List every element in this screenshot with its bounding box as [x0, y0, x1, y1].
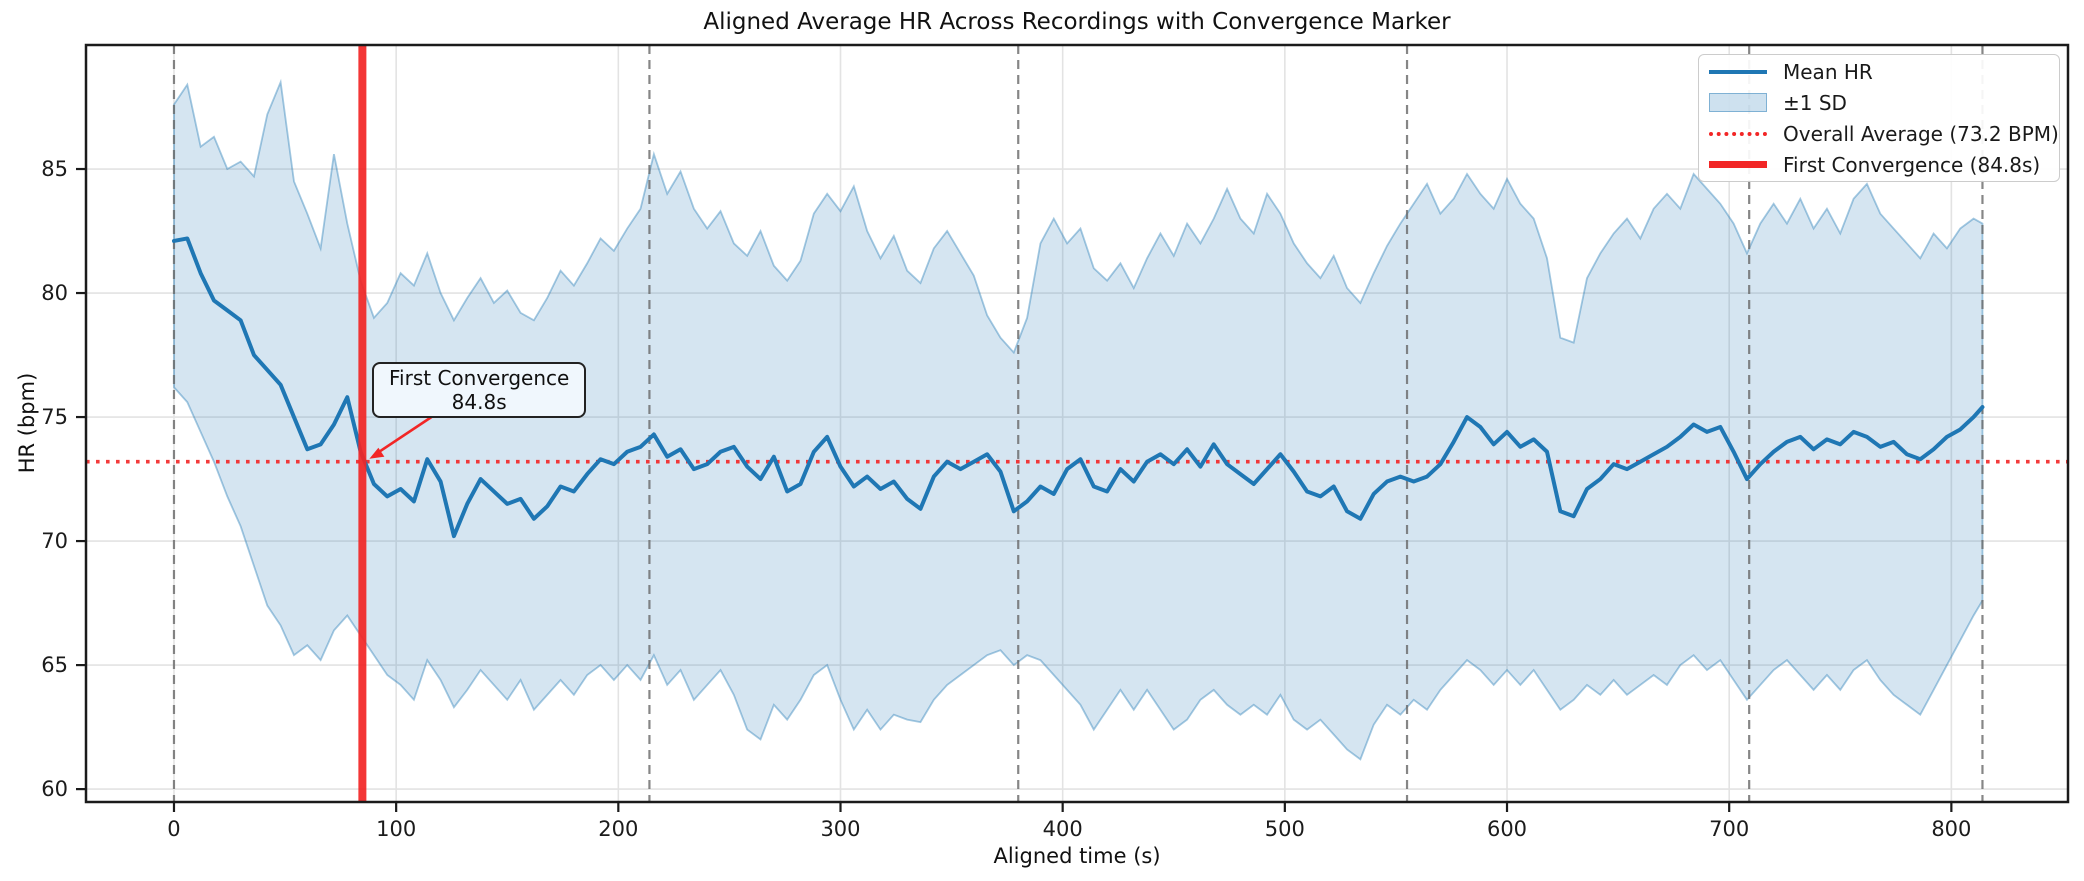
legend-label: Mean HR [1783, 59, 1873, 84]
x-tick-label: 200 [598, 817, 638, 841]
sd-band-patch-icon [1709, 93, 1767, 112]
x-tick-label: 700 [1709, 817, 1749, 841]
y-tick-label: 75 [41, 405, 68, 429]
legend-item-sd-band: ±1 SD [1709, 91, 2049, 115]
legend-label: Overall Average (73.2 BPM) [1783, 121, 2059, 146]
legend-item-overall-average: Overall Average (73.2 BPM) [1709, 122, 2059, 146]
x-tick-label: 100 [376, 817, 416, 841]
x-tick-label: 800 [1931, 817, 1971, 841]
axes-spines [84, 43, 2070, 804]
mean-hr-line [171, 236, 1985, 539]
legend-label: First Convergence (84.8s) [1783, 152, 2041, 177]
mean-hr-line-icon [1709, 69, 1767, 74]
y-tick-label: 65 [41, 653, 68, 677]
x-tick-label: 500 [1265, 817, 1305, 841]
first-convergence-annotation: First Convergence 84.8s [372, 362, 587, 418]
annotation-line1: First Convergence [389, 366, 570, 390]
x-tick-label: 300 [820, 817, 860, 841]
chart-title: Aligned Average HR Across Recordings wit… [703, 9, 1451, 35]
y-tick-label: 70 [41, 529, 68, 553]
dotted-red-line-icon [1709, 131, 1767, 136]
annotation-line2: 84.8s [451, 390, 507, 414]
legend-item-mean-hr: Mean HR [1709, 60, 2049, 84]
annotation-arrow [378, 414, 434, 453]
thick-red-line-icon [1709, 161, 1767, 168]
sd-band [173, 78, 1984, 761]
y-tick-label: 85 [41, 157, 68, 181]
x-tick-label: 600 [1487, 817, 1527, 841]
y-axis-label: HR (bpm) [15, 372, 39, 474]
legend-label: ±1 SD [1783, 90, 1847, 115]
x-axis-label: Aligned time (s) [993, 844, 1161, 868]
y-tick-label: 80 [41, 281, 68, 305]
annotation-arrowhead [369, 447, 385, 459]
x-tick-label: 0 [167, 817, 180, 841]
legend-item-first-convergence: First Convergence (84.8s) [1709, 153, 2049, 177]
legend-box: Mean HR ±1 SD Overall Average (73.2 BPM)… [1698, 54, 2060, 182]
x-tick-label: 400 [1043, 817, 1083, 841]
y-tick-label: 60 [41, 777, 68, 801]
